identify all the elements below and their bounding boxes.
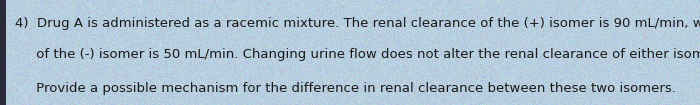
Text: 4)  Drug A is administered as a racemic mixture. The renal clearance of the (+) : 4) Drug A is administered as a racemic m… [15,17,700,30]
Text: Provide a possible mechanism for the difference in renal clearance between these: Provide a possible mechanism for the dif… [15,82,676,95]
Text: of the (-) isomer is 50 mL/min. Changing urine flow does not alter the renal cle: of the (-) isomer is 50 mL/min. Changing… [15,48,700,61]
Bar [0,0,6,105]
